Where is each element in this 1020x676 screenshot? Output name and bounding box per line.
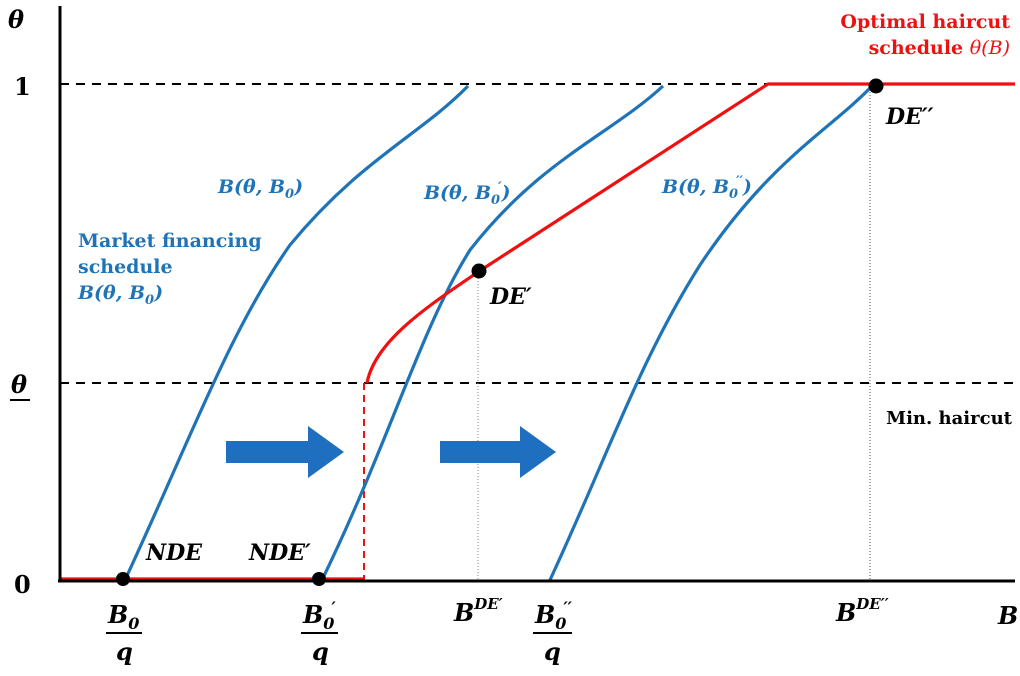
optimal-schedule-label-line2: schedule θ(B) (869, 37, 1010, 59)
point-de-prime-label: DE′ (489, 284, 532, 310)
curve-b0-prime-label: B(θ, B0′) (423, 180, 511, 208)
market-schedule-label-line1: Market financing (78, 230, 262, 252)
point-de-prime (471, 263, 487, 279)
x-tick-b0-over-q: B0 q (106, 600, 142, 666)
y-tick-theta-min: θ (11, 370, 27, 399)
shift-arrow-right (440, 426, 556, 478)
svg-text:B0: B0 (107, 600, 139, 633)
curve-b0-label: B(θ, B0) (217, 176, 303, 202)
svg-text:q: q (312, 637, 329, 666)
svg-text:q: q (544, 637, 561, 666)
point-de-double-prime-label: DE′′ (885, 104, 934, 130)
point-nde-prime (312, 572, 326, 586)
point-nde-label: NDE (145, 540, 203, 566)
x-tick-b0-double-prime-over-q: B0′′ q (533, 598, 573, 666)
svg-text:q: q (116, 637, 133, 666)
y-tick-zero: 0 (14, 570, 31, 599)
x-tick-bde-double-prime: BDE′′ (835, 595, 889, 627)
x-tick-b0-prime-over-q: B0′ q (301, 598, 338, 666)
point-de-double-prime (868, 78, 884, 94)
market-curve-b0 (123, 84, 470, 581)
svg-text:B0′′: B0′′ (534, 598, 573, 633)
market-curve-b0-prime (320, 84, 665, 581)
curve-b0-double-prime-label: B(θ, B0′′) (661, 174, 752, 202)
min-haircut-label: Min. haircut (886, 408, 1013, 429)
y-tick-one: 1 (14, 72, 31, 101)
market-schedule-label-line3: B(θ, B0) (77, 282, 163, 308)
svg-text:B0′: B0′ (302, 598, 336, 633)
point-nde (116, 572, 130, 586)
x-tick-bde-prime: BDE′ (453, 595, 503, 627)
market-schedule-label-line2: schedule (78, 256, 173, 278)
market-curve-b0-double-prime (548, 84, 874, 581)
optimal-schedule-label-line1: Optimal haircut (840, 11, 1010, 33)
y-axis-title: θ (8, 5, 24, 34)
point-nde-prime-label: NDE′ (248, 540, 311, 566)
x-axis-title: B (997, 601, 1018, 630)
shift-arrow-left (226, 426, 344, 478)
